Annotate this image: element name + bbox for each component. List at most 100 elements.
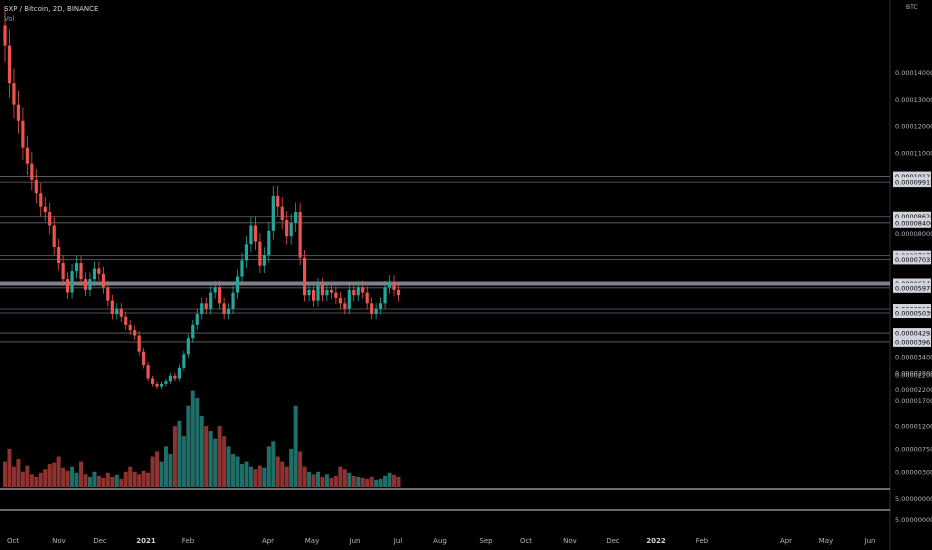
candle-body: [177, 367, 181, 379]
candle-body: [146, 365, 150, 379]
candle-body: [115, 308, 119, 315]
candle-body: [101, 273, 105, 288]
time-tick-label: Feb: [696, 537, 709, 545]
level-tag-text: 0.00003963: [895, 338, 932, 346]
time-tick-label: May: [305, 537, 319, 545]
level-tag: [893, 217, 931, 228]
volume-bar: [123, 471, 128, 487]
volume-bar: [383, 475, 388, 487]
candle-body: [30, 163, 34, 180]
level-tag: [893, 308, 931, 319]
volume-bar: [7, 448, 12, 487]
volume-bar: [38, 472, 43, 487]
candle-body: [106, 287, 110, 301]
volume-bar: [239, 464, 244, 487]
candle-body: [276, 195, 280, 207]
volume-bar: [396, 476, 401, 487]
time-tick-label: Apr: [262, 537, 274, 545]
volume-bar: [199, 415, 204, 487]
volume-bar: [168, 453, 173, 487]
candle-body: [133, 330, 137, 336]
volume-bar: [87, 476, 92, 487]
time-tick-label: Aug: [433, 537, 447, 545]
time-tick-label: Jul: [393, 537, 403, 545]
price-tick-label: 0.00011000: [895, 149, 932, 157]
candle-body: [370, 303, 374, 315]
candle-body: [320, 284, 325, 296]
volume-tick-label: 0.00001700: [895, 397, 932, 405]
volume-bar: [159, 461, 164, 487]
volume-bar: [257, 465, 262, 487]
candle-body: [12, 83, 16, 105]
volume-bar: [204, 426, 209, 487]
candle-body: [262, 255, 266, 266]
candle-body: [222, 303, 226, 315]
time-tick-label: Dec: [93, 537, 107, 545]
candle-body: [164, 381, 168, 384]
candle-body: [110, 300, 114, 315]
volume-bar: [208, 431, 213, 487]
volume-bar: [186, 405, 191, 487]
candle-body: [343, 303, 347, 309]
volume-bar: [65, 470, 70, 487]
candle-body: [240, 260, 244, 277]
time-tick-label: May: [819, 537, 833, 545]
volume-tick-label: 0.00002200: [895, 372, 932, 380]
candle-body: [285, 220, 289, 237]
time-tick-label: Oct: [520, 537, 532, 545]
volume-bar: [172, 426, 177, 487]
volume-bar: [248, 466, 253, 487]
volume-bar: [222, 436, 227, 487]
volume-bar: [329, 477, 334, 487]
volume-bar: [284, 466, 289, 487]
volume-bar: [324, 474, 329, 487]
level-tag-text: 0.00009915: [895, 179, 932, 187]
volume-bar: [96, 475, 101, 487]
candle-body: [79, 263, 83, 280]
candle-body: [124, 316, 128, 325]
volume-bar: [61, 467, 66, 487]
price-tick-label: 0.00003400: [895, 354, 932, 362]
candle-body: [142, 351, 146, 366]
candle-body: [209, 292, 213, 309]
volume-bar: [280, 461, 285, 487]
time-tick-label: Dec: [606, 537, 620, 545]
candle-body: [352, 289, 356, 296]
volume-bar: [289, 448, 294, 487]
candle-body: [92, 268, 97, 280]
volume-bar: [3, 461, 7, 487]
level-tag: [893, 336, 931, 347]
volume-bar: [181, 436, 186, 487]
candle-body: [307, 289, 311, 296]
candle-body: [204, 303, 208, 309]
volume-bar: [311, 474, 316, 487]
volume-bar: [177, 420, 182, 487]
volume-bar: [11, 466, 16, 487]
volume-bar: [378, 478, 383, 487]
time-tick-label: Nov: [52, 537, 66, 545]
candle-body: [316, 284, 320, 301]
level-tag-text: 0.00005978: [895, 284, 932, 292]
candle-body: [182, 354, 186, 368]
volume-bar: [34, 476, 39, 487]
volume-bar: [128, 466, 133, 487]
volume-bar: [79, 461, 84, 487]
level-tag: [893, 282, 931, 293]
volume-bar: [114, 474, 119, 487]
volume-bar: [307, 471, 312, 487]
volume-bar: [387, 472, 392, 487]
level-tag: [893, 328, 931, 339]
candle-body: [34, 179, 38, 194]
time-tick-label: Sep: [479, 537, 493, 545]
candle-body: [396, 289, 401, 296]
volume-bar: [83, 474, 88, 487]
volume-bar: [150, 456, 155, 487]
volume-bar: [298, 451, 303, 487]
time-tick-label: Jun: [349, 537, 361, 545]
candle-body: [392, 281, 396, 290]
candle-body: [280, 206, 284, 221]
volume-bar: [369, 476, 374, 487]
level-tag-text: 0.00008626: [895, 213, 932, 221]
candle-body: [334, 292, 338, 298]
